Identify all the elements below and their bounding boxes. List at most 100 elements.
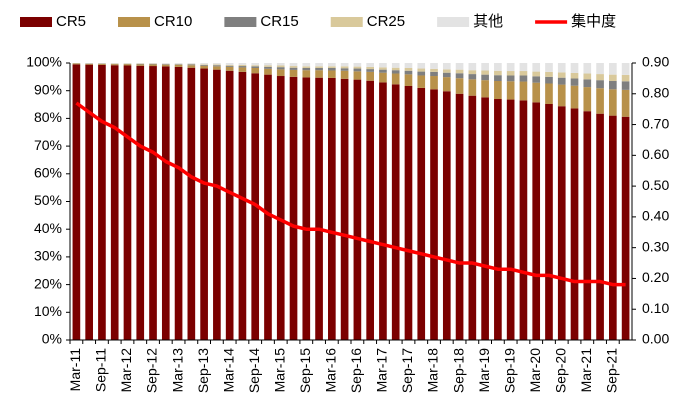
bar-segment [417, 63, 426, 69]
bar-segment [238, 67, 247, 72]
y2-tick-label: 0.90 [642, 54, 669, 70]
bar-segment [264, 66, 272, 69]
bar-segment [264, 68, 272, 75]
bar-segment [187, 64, 196, 66]
bar-segment [621, 81, 630, 90]
x-tick-label: Mar-17 [374, 348, 390, 393]
bar-segment [442, 91, 451, 340]
bar-segment [340, 70, 349, 79]
bar-segment [72, 63, 81, 65]
bar-segment [174, 64, 183, 65]
bar-segment [583, 63, 592, 74]
bar-segment [213, 63, 221, 65]
bar-segment [455, 73, 464, 79]
bar-segment [225, 66, 234, 71]
y-tick-label: 90% [34, 81, 62, 97]
y2-tick-label: 0.50 [642, 177, 669, 193]
bar-segment [366, 69, 374, 72]
bar-segment [340, 66, 349, 69]
bar-segment [494, 75, 502, 82]
bar-segment [519, 81, 528, 101]
bar-segment [609, 81, 617, 90]
line-series [75, 101, 626, 287]
bar-segment [557, 63, 566, 73]
bar-segment [98, 63, 106, 65]
legend-label: CR15 [260, 13, 298, 30]
bar-segment [340, 63, 349, 67]
y2-tick-label: 0.60 [642, 146, 669, 162]
x-tick-label: Mar-16 [323, 348, 339, 393]
bar-segment [621, 116, 630, 340]
legend-swatch [20, 17, 52, 27]
bar-segment [455, 63, 464, 70]
bar-segment [136, 64, 145, 66]
bar-segment [494, 63, 502, 71]
bar-segment [251, 63, 260, 66]
bar-segment [519, 75, 528, 82]
bar-segment [276, 69, 285, 77]
bar-segment [430, 89, 438, 340]
bar-segment [213, 66, 221, 70]
bar-segment [238, 71, 247, 340]
bar-segment [264, 74, 272, 340]
bar-segment [187, 63, 196, 65]
bar-segment [532, 63, 541, 72]
bar-segment [187, 65, 196, 68]
y2-tick-label: 0.80 [642, 84, 669, 100]
bar-segment [545, 76, 553, 84]
bar-segment [161, 64, 170, 65]
bar-segment [519, 63, 528, 72]
bar-segment [596, 88, 604, 114]
bar-segment [289, 69, 298, 77]
bar-segment [289, 66, 298, 68]
bar-segment [596, 74, 604, 81]
legend-swatch [224, 17, 257, 27]
y-tick-label: 100% [26, 54, 62, 70]
bar-segment [417, 75, 426, 88]
bar-segment [506, 81, 515, 100]
bar-segment [455, 78, 464, 94]
y2-tick-label: 0.30 [642, 238, 669, 254]
bar-segment [545, 83, 553, 104]
bar-segment [276, 76, 285, 341]
bar-segment [200, 64, 208, 66]
bar-segment [328, 67, 336, 71]
bar-segment [494, 99, 502, 340]
bar-segment [315, 70, 323, 78]
bar-segment [366, 80, 374, 340]
x-tick-label: Sep-13 [195, 348, 211, 393]
bar-segment [430, 71, 438, 77]
bar-segment [213, 64, 221, 66]
x-tick-label: Sep-16 [348, 348, 364, 393]
bar-segment [264, 63, 272, 66]
bar-segment [110, 63, 119, 64]
legend-swatch [330, 17, 363, 27]
x-tick-label: Sep-14 [246, 348, 262, 393]
bar-segment [468, 95, 477, 340]
bar-segment [404, 67, 413, 71]
x-tick-label: Sep-19 [501, 348, 517, 393]
bar-segment [289, 63, 298, 67]
bar-segment [340, 78, 349, 340]
bar-segment [85, 63, 93, 65]
bar-segment [379, 82, 387, 340]
bar-segment [583, 79, 592, 88]
y-tick-label: 50% [34, 192, 62, 208]
bar-segment [391, 67, 400, 71]
bar-segment [442, 63, 451, 70]
bar-segment [328, 66, 336, 68]
bar-segment [289, 76, 298, 340]
bar-segment [315, 66, 323, 68]
legend-label: CR10 [154, 13, 192, 30]
bar-segment [174, 63, 183, 64]
bar-segment [557, 84, 566, 107]
y-tick-label: 60% [34, 165, 62, 181]
y-tick-label: 20% [34, 275, 62, 291]
bar-segment [149, 64, 157, 67]
x-tick-label: Mar-19 [476, 348, 492, 393]
bar-segment [85, 64, 93, 341]
bar-segment [264, 65, 272, 67]
bar-segment [251, 65, 260, 67]
bar-segment [391, 84, 400, 340]
